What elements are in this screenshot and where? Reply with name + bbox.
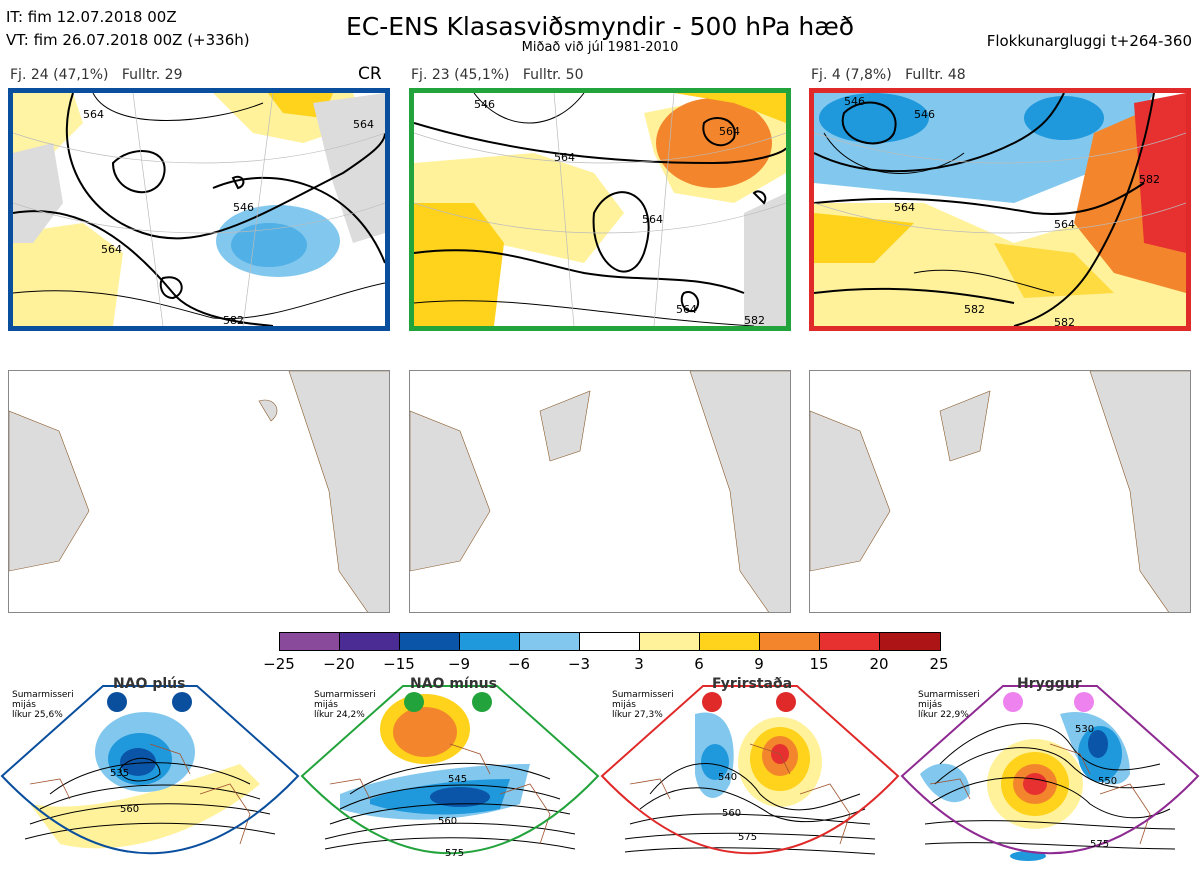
regime-info: Sumarmisseri mijás líkur 25,6% — [12, 690, 74, 720]
svg-text:564: 564 — [676, 303, 697, 316]
regime-info: Sumarmisseri mijás líkur 22,9% — [918, 690, 980, 720]
svg-text:530: 530 — [1075, 724, 1094, 735]
colorbar-tick: 15 — [809, 655, 829, 673]
svg-text:575: 575 — [445, 848, 464, 859]
svg-text:564: 564 — [353, 118, 374, 131]
regime-title: Fyrirstaða — [712, 676, 793, 692]
regime-marker-icon — [404, 692, 424, 712]
colorbar-segment — [519, 632, 581, 651]
cr-label: CR — [358, 64, 382, 84]
regime-marker-icon — [472, 692, 492, 712]
svg-text:582: 582 — [1139, 173, 1160, 186]
colorbar-segment — [639, 632, 701, 651]
colorbar-tick: −20 — [323, 655, 355, 673]
svg-text:582: 582 — [223, 314, 244, 326]
colorbar-segment — [279, 632, 341, 651]
svg-text:564: 564 — [83, 108, 104, 121]
svg-text:564: 564 — [101, 243, 122, 256]
regime-title: Hryggur — [1017, 676, 1082, 692]
classification-window: Flokkunargluggi t+264-360 — [986, 32, 1192, 50]
svg-text:560: 560 — [120, 804, 139, 815]
regime-fyrirstada: 540 560 575 Sumarmisseri mijás líkur 27,3%… — [600, 676, 900, 871]
regime-hryggur: 530 550 575 Sumarmisseri mijás líkur 22,9%… — [900, 676, 1200, 871]
page-title: EC-ENS Klasasviðsmyndir - 500 hPa hæð — [345, 12, 855, 41]
cluster-map-1: 564 546 564 564 582 — [8, 88, 390, 331]
colorbar-tick: −15 — [383, 655, 415, 673]
svg-text:564: 564 — [642, 213, 663, 226]
colorbar-segment — [819, 632, 881, 651]
colorbar-segment — [399, 632, 461, 651]
empty-map-2 — [409, 370, 791, 613]
svg-text:546: 546 — [474, 98, 495, 111]
regime-marker-icon — [172, 692, 192, 712]
svg-text:535: 535 — [110, 768, 129, 779]
colorbar-tick: −9 — [447, 655, 471, 673]
colorbar-segment — [879, 632, 941, 651]
header-times: IT: fim 12.07.2018 00Z VT: fim 26.07.201… — [6, 6, 250, 52]
colorbar-tick: −6 — [507, 655, 531, 673]
svg-text:560: 560 — [722, 808, 741, 819]
svg-text:546: 546 — [233, 201, 254, 214]
cluster-2-label: Fj. 23 (45,1%) Fulltr. 50 — [411, 67, 584, 83]
svg-text:564: 564 — [1054, 218, 1075, 231]
colorbar-segment — [699, 632, 761, 651]
svg-text:575: 575 — [738, 832, 757, 843]
regime-marker-icon — [107, 692, 127, 712]
svg-text:540: 540 — [718, 772, 737, 783]
colorbar-tick: 20 — [869, 655, 889, 673]
svg-text:564: 564 — [894, 201, 915, 214]
svg-text:575: 575 — [1090, 839, 1109, 850]
colorbar-tick: 9 — [754, 655, 764, 673]
colorbar-tick: 6 — [694, 655, 704, 673]
colorbar-tick: −3 — [567, 655, 591, 673]
regime-title: NAO plús — [113, 676, 186, 692]
initial-time: IT: fim 12.07.2018 00Z — [6, 8, 177, 26]
svg-text:546: 546 — [914, 108, 935, 121]
colorbar-tick: −25 — [263, 655, 295, 673]
regime-title: NAO mínus — [410, 676, 497, 692]
valid-time: VT: fim 26.07.2018 00Z (+336h) — [6, 31, 250, 49]
cluster-map-3: 546 546 564 564 582 582 582 — [809, 88, 1191, 331]
svg-text:582: 582 — [1054, 316, 1075, 326]
cluster-map-2: 546 564 564 564 564 582 — [409, 88, 791, 331]
svg-text:550: 550 — [1098, 776, 1117, 787]
svg-text:564: 564 — [719, 125, 740, 138]
colorbar-segment — [759, 632, 821, 651]
regime-marker-icon — [1074, 692, 1094, 712]
regime-info: Sumarmisseri mijás líkur 27,3% — [612, 690, 674, 720]
regime-marker-icon — [776, 692, 796, 712]
colorbar-segment — [579, 632, 641, 651]
colorbar-tick: 25 — [929, 655, 949, 673]
svg-text:546: 546 — [844, 95, 865, 108]
svg-text:564: 564 — [554, 151, 575, 164]
empty-map-3 — [809, 370, 1191, 613]
page-subtitle: Miðað við júl 1981-2010 — [521, 40, 679, 55]
svg-text:582: 582 — [964, 303, 985, 316]
svg-text:545: 545 — [448, 774, 467, 785]
regime-nao-plus: 535 560 Sumarmisseri mijás líkur 25,6% NAO… — [0, 676, 300, 871]
svg-text:582: 582 — [744, 314, 765, 326]
regime-nao-minus: 545 560 575 Sumarmisseri mijás líkur 24,2%… — [300, 676, 600, 871]
svg-text:560: 560 — [438, 816, 457, 827]
empty-map-1 — [8, 370, 390, 613]
regime-info: Sumarmisseri mijás líkur 24,2% — [314, 690, 376, 720]
colorbar-tick: 3 — [634, 655, 644, 673]
cluster-1-label: Fj. 24 (47,1%) Fulltr. 29 — [10, 67, 183, 83]
colorbar-segment — [459, 632, 521, 651]
regime-marker-icon — [702, 692, 722, 712]
colorbar-segment — [339, 632, 401, 651]
regime-marker-icon — [1003, 692, 1023, 712]
cluster-3-label: Fj. 4 (7,8%) Fulltr. 48 — [811, 67, 966, 83]
